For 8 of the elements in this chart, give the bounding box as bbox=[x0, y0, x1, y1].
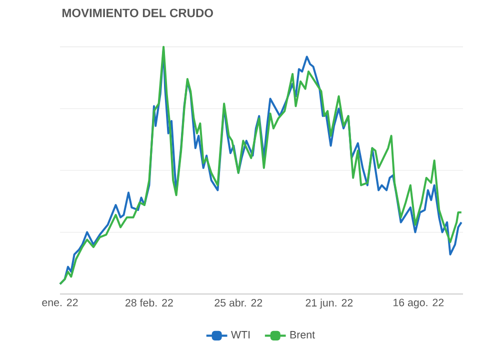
legend-label: WTI bbox=[231, 331, 250, 338]
x-tick-label: 25 abr. 22 bbox=[214, 298, 262, 307]
x-tick-label: 21 jun. 22 bbox=[306, 298, 353, 309]
chart-title: MOVIMIENTO DEL CRUDO bbox=[62, 8, 213, 18]
x-tick-label: 28 feb. 22 bbox=[126, 298, 173, 307]
legend-label: Brent bbox=[290, 331, 315, 338]
x-tick-label: ene. 22 bbox=[42, 298, 78, 306]
x-tick-label: 16 ago. 22 bbox=[394, 298, 444, 308]
